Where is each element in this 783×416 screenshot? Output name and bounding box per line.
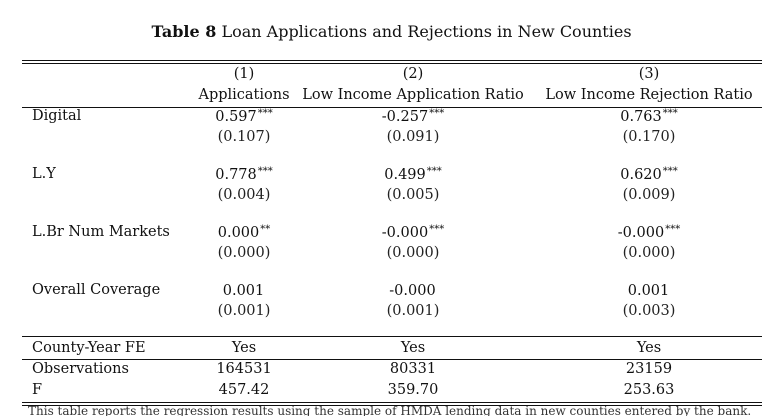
- se-row-br-num-markets: (0.000) (0.000) (0.000): [22, 245, 762, 265]
- col-1-name: Applications: [198, 87, 290, 103]
- coef-cell: -0.000***: [381, 224, 445, 241]
- row-label: Digital: [32, 108, 82, 124]
- stat-cell: 164531: [216, 361, 272, 377]
- stat-cell: 457.42: [218, 382, 270, 398]
- se-cell: (0.000): [622, 245, 676, 261]
- coef-row-overall-coverage: Overall Coverage 0.001 -0.000 0.001: [22, 282, 762, 302]
- se-cell: (0.001): [386, 303, 440, 319]
- se-cell: (0.000): [386, 245, 440, 261]
- fe-cell: Yes: [636, 340, 662, 356]
- coef-cell: 0.001: [627, 283, 670, 299]
- header-rule: [22, 107, 762, 108]
- stat-cell: 253.63: [623, 382, 675, 398]
- se-cell: (0.170): [622, 129, 676, 145]
- stats-rule: [22, 359, 762, 360]
- coef-cell: 0.778***: [215, 166, 273, 183]
- stat-row-observations: Observations 164531 80331 23159: [22, 361, 762, 381]
- fe-cell: Yes: [231, 340, 257, 356]
- se-cell: (0.009): [622, 187, 676, 203]
- top-rule-2: [22, 63, 762, 64]
- se-cell: (0.001): [217, 303, 271, 319]
- se-cell: (0.000): [217, 245, 271, 261]
- coef-cell: -0.000***: [617, 224, 681, 241]
- table-footnote: This table reports the regression result…: [28, 404, 752, 416]
- stat-row-f: F 457.42 359.70 253.63: [22, 382, 762, 402]
- coef-cell: 0.000**: [217, 224, 271, 241]
- header-number-row: (1) (2) (3): [22, 66, 762, 86]
- table-caption: Table 8 Loan Applications and Rejections…: [0, 22, 783, 41]
- se-cell: (0.004): [217, 187, 271, 203]
- row-label: Observations: [32, 361, 129, 377]
- se-cell: (0.003): [622, 303, 676, 319]
- row-label: L.Br Num Markets: [32, 224, 170, 240]
- row-label: County-Year FE: [32, 340, 146, 356]
- col-1-number: (1): [233, 66, 255, 82]
- bottom-rule-1: [22, 402, 762, 403]
- coef-cell: 0.597***: [215, 108, 273, 125]
- header-name-row: Applications Low Income Application Rati…: [22, 87, 762, 107]
- stat-cell: 80331: [389, 361, 437, 377]
- coef-cell: -0.257***: [381, 108, 445, 125]
- col-3-name: Low Income Rejection Ratio: [545, 87, 753, 103]
- coef-cell: -0.000: [389, 283, 436, 299]
- coef-cell: 0.763***: [620, 108, 678, 125]
- table-title: Loan Applications and Rejections in New …: [221, 22, 632, 41]
- table-label: Table 8: [151, 22, 217, 41]
- coef-cell: 0.620***: [620, 166, 678, 183]
- fe-rule: [22, 336, 762, 337]
- coef-row-digital: Digital 0.597*** -0.257*** 0.763***: [22, 108, 762, 128]
- row-label: Overall Coverage: [32, 282, 161, 298]
- se-cell: (0.091): [386, 129, 440, 145]
- col-2-number: (2): [402, 66, 424, 82]
- stat-cell: 23159: [625, 361, 673, 377]
- se-row-overall-coverage: (0.001) (0.001) (0.003): [22, 303, 762, 323]
- se-row-ly: (0.004) (0.005) (0.009): [22, 187, 762, 207]
- se-cell: (0.107): [217, 129, 271, 145]
- top-rule-1: [22, 60, 762, 61]
- coef-cell: 0.499***: [384, 166, 442, 183]
- se-row-digital: (0.107) (0.091) (0.170): [22, 129, 762, 149]
- coef-row-br-num-markets: L.Br Num Markets 0.000** -0.000*** -0.00…: [22, 224, 762, 244]
- col-2-name: Low Income Application Ratio: [302, 87, 524, 103]
- fe-cell: Yes: [400, 340, 426, 356]
- fe-row: County-Year FE Yes Yes Yes: [22, 340, 762, 360]
- row-label: F: [32, 382, 43, 398]
- stat-cell: 359.70: [387, 382, 439, 398]
- coef-row-ly: L.Y 0.778*** 0.499*** 0.620***: [22, 166, 762, 186]
- coef-cell: 0.001: [222, 283, 265, 299]
- se-cell: (0.005): [386, 187, 440, 203]
- bottom-rule-2: [22, 405, 762, 406]
- row-label: L.Y: [32, 166, 56, 182]
- col-3-number: (3): [638, 66, 660, 82]
